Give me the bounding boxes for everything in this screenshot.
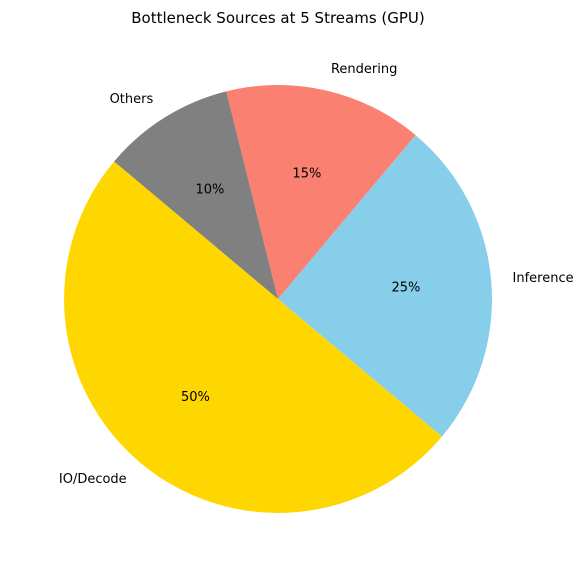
pie-category-label: IO/Decode	[59, 472, 127, 487]
pie-category-label: Inference	[513, 271, 574, 286]
pie-pct-label: 15%	[292, 166, 321, 181]
pie-pct-label: 25%	[391, 280, 420, 295]
pie-slice-others	[114, 91, 278, 299]
pie-category-label: Others	[110, 92, 154, 107]
pie-labels: 50% IO/Decode 25% Inference 15% Rendering 10% O…	[59, 62, 574, 487]
pie-pct-label: 10%	[196, 183, 225, 198]
chart-title: Bottleneck Sources at 5 Streams (GPU)	[131, 9, 425, 27]
pie-category-label: Rendering	[331, 62, 397, 77]
pie-slice-rendering	[226, 84, 416, 299]
pie-slice-inference	[278, 135, 492, 437]
pie-slice-io-decode	[64, 161, 442, 513]
pie-pct-label: 50%	[181, 390, 210, 405]
pie-slices	[64, 84, 492, 513]
